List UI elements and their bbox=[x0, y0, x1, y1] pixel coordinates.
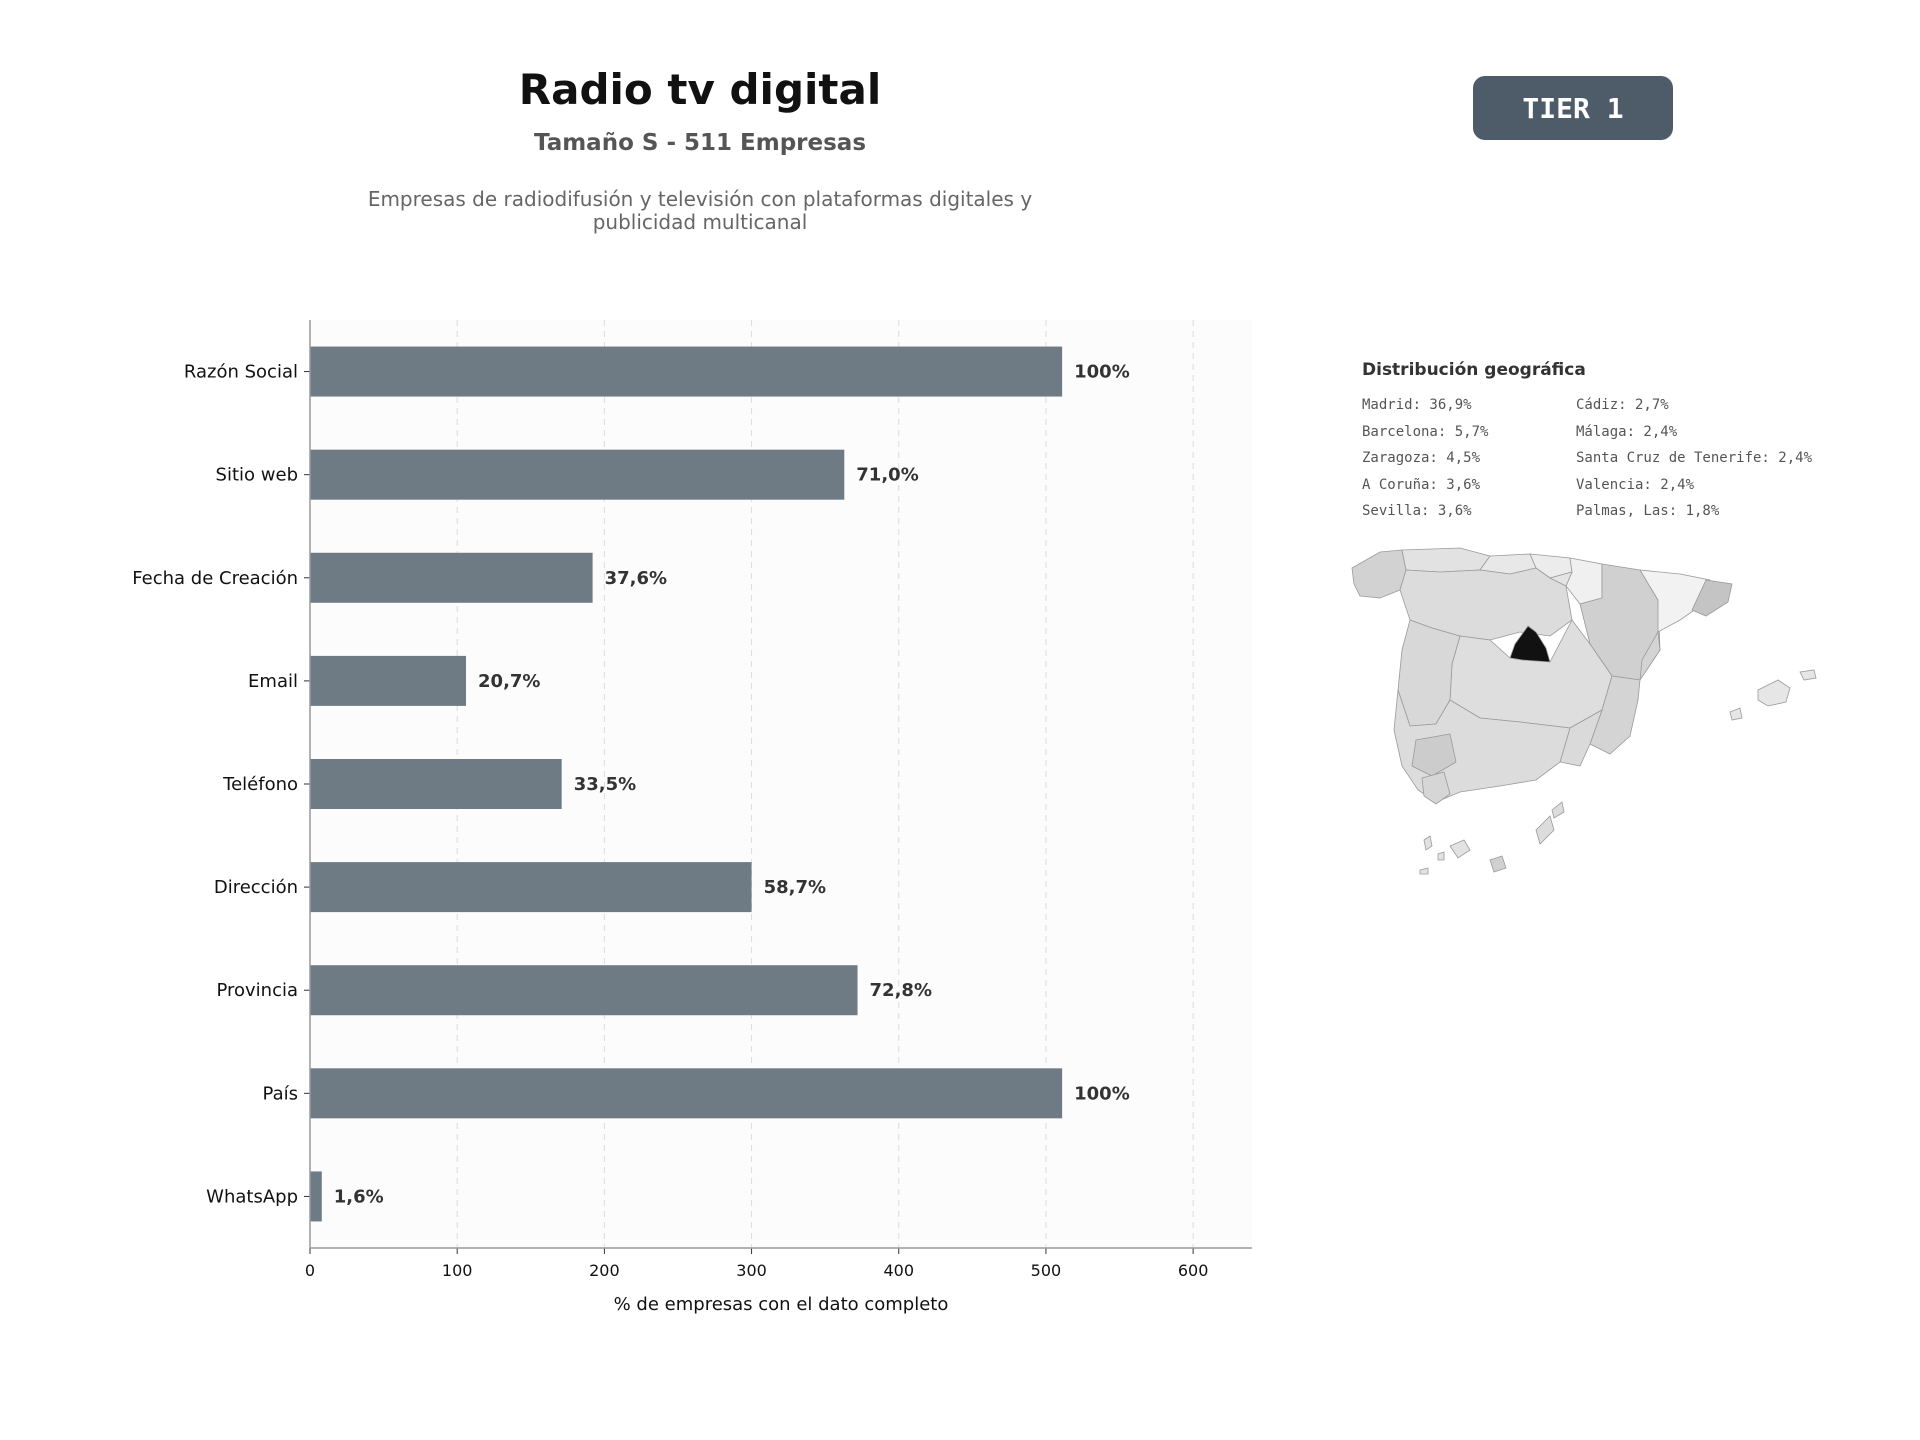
y-tick-label: Provincia bbox=[216, 980, 298, 1001]
bar bbox=[310, 552, 593, 603]
x-axis-label: % de empresas con el dato completo bbox=[614, 1294, 949, 1315]
x-tick-label: 200 bbox=[589, 1261, 620, 1280]
data-label: 37,6% bbox=[605, 568, 667, 589]
geo-item: Cádiz: 2,7% bbox=[1576, 397, 1669, 413]
geo-title: Distribución geográfica bbox=[1362, 360, 1586, 380]
geo-item: Barcelona: 5,7% bbox=[1362, 423, 1489, 440]
header: Radio tv digital Tamaño S - 511 Empresas… bbox=[300, 60, 1100, 234]
x-tick-label: 300 bbox=[736, 1261, 767, 1280]
geo-item: Zaragoza: 4,5% bbox=[1362, 450, 1481, 466]
y-tick-label: WhatsApp bbox=[206, 1186, 298, 1207]
data-label: 100% bbox=[1074, 362, 1130, 383]
x-tick-label: 500 bbox=[1031, 1261, 1062, 1280]
tier-badge: TIER 1 bbox=[1473, 76, 1673, 140]
bar bbox=[310, 965, 858, 1016]
region-tenerife bbox=[1449, 839, 1471, 859]
region-la-gomera bbox=[1437, 851, 1445, 861]
y-tick-label: Teléfono bbox=[222, 774, 298, 795]
geo-item: Málaga: 2,4% bbox=[1576, 423, 1678, 440]
y-tick-label: Dirección bbox=[214, 877, 298, 898]
region-asturias bbox=[1401, 547, 1491, 573]
data-label: 33,5% bbox=[574, 774, 636, 795]
y-tick-label: Fecha de Creación bbox=[132, 568, 298, 589]
page-title: Radio tv digital bbox=[518, 65, 882, 114]
region-gran-canaria bbox=[1489, 855, 1507, 873]
region-el-hierro bbox=[1419, 867, 1429, 875]
y-tick-label: País bbox=[263, 1083, 298, 1104]
page-subtitle: Tamaño S - 511 Empresas bbox=[533, 130, 867, 156]
geo-item: Valencia: 2,4% bbox=[1576, 476, 1695, 493]
page-description: Empresas de radiodifusión y televisión c… bbox=[367, 187, 1033, 234]
region-sevilla bbox=[1411, 733, 1457, 777]
region-lanzarote bbox=[1551, 801, 1565, 819]
region-cadiz bbox=[1421, 771, 1451, 805]
spain-map bbox=[1351, 547, 1817, 875]
bar bbox=[310, 346, 1063, 397]
region-menorca bbox=[1799, 669, 1817, 681]
bar-chart: 0 100 200 300 400 500 600 Razón Social 100% Sitio… bbox=[132, 320, 1252, 1315]
region-fuerteventura bbox=[1535, 815, 1555, 845]
x-tick-label: 0 bbox=[305, 1261, 315, 1280]
geo-item: A Coruña: 3,6% bbox=[1362, 476, 1481, 493]
data-label: 72,8% bbox=[870, 980, 932, 1001]
region-navarra bbox=[1565, 557, 1603, 605]
data-label: 71,0% bbox=[856, 465, 918, 486]
y-tick-label: Email bbox=[248, 671, 298, 692]
region-galicia bbox=[1351, 549, 1407, 599]
x-tick-label: 100 bbox=[442, 1261, 473, 1280]
region-ibiza bbox=[1729, 707, 1743, 721]
region-barcelona bbox=[1691, 579, 1733, 617]
geo-item: Madrid: 36,9% bbox=[1362, 397, 1472, 413]
data-label: 20,7% bbox=[478, 671, 540, 692]
y-tick-label: Sitio web bbox=[216, 465, 298, 486]
bar bbox=[310, 1171, 322, 1222]
bar bbox=[310, 1068, 1063, 1119]
data-label: 100% bbox=[1074, 1083, 1130, 1104]
geo-list: Madrid: 36,9% Cádiz: 2,7% Barcelona: 5,7… bbox=[1362, 396, 1882, 522]
x-tick-label: 600 bbox=[1178, 1261, 1209, 1280]
geo-item: Santa Cruz de Tenerife: 2,4% bbox=[1576, 450, 1813, 466]
region-la-palma bbox=[1423, 835, 1433, 851]
bar bbox=[310, 759, 562, 809]
bar bbox=[310, 655, 467, 706]
x-tick-label: 400 bbox=[883, 1261, 914, 1280]
geo-distribution-panel: Distribución geográfica Madrid: 36,9% Cá… bbox=[1362, 360, 1882, 522]
bar bbox=[310, 862, 752, 913]
region-mallorca bbox=[1757, 679, 1791, 707]
data-label: 1,6% bbox=[334, 1186, 384, 1207]
y-tick-label: Razón Social bbox=[184, 362, 298, 383]
geo-item: Sevilla: 3,6% bbox=[1362, 503, 1472, 519]
data-label: 58,7% bbox=[764, 877, 826, 898]
geo-item: Palmas, Las: 1,8% bbox=[1576, 503, 1720, 519]
bar bbox=[310, 449, 845, 500]
region-rioja bbox=[1548, 571, 1573, 587]
region-cataluna bbox=[1639, 569, 1711, 633]
